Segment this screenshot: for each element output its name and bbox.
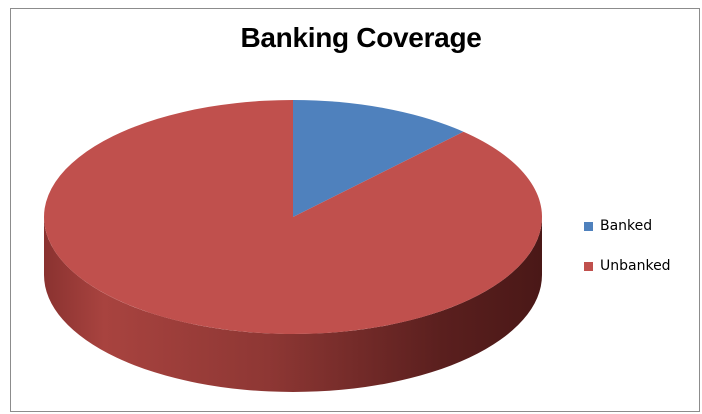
chart-title: Banking Coverage: [240, 22, 482, 53]
legend-label-unbanked: Unbanked: [600, 258, 671, 274]
legend-swatch-unbanked: [584, 261, 593, 271]
legend-swatch-banked: [584, 221, 593, 231]
pie-side-unbanked: [44, 217, 542, 392]
pie-slice-banked: [293, 100, 464, 217]
pie-slice-unbanked: [43, 100, 542, 335]
pie-side-wall: [44, 217, 542, 392]
chart-legend: Banked Unbanked: [584, 216, 671, 296]
legend-item-banked: Banked: [584, 216, 671, 236]
legend-item-unbanked: Unbanked: [584, 256, 671, 276]
pie-slices: [43, 100, 542, 335]
legend-label-banked: Banked: [600, 218, 653, 234]
